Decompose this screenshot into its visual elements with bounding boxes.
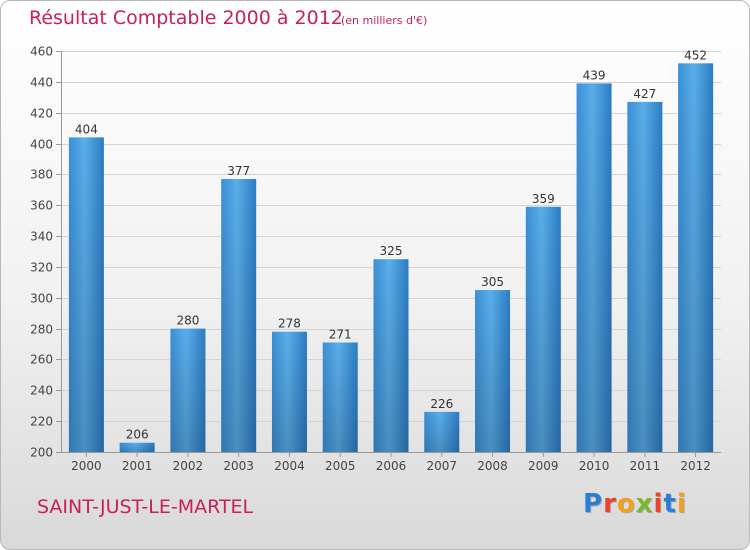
logo-letter: i — [653, 489, 664, 519]
data-label-2008: 305 — [481, 275, 504, 289]
x-tick-label-2005: 2005 — [325, 459, 356, 473]
y-tick-label: 240 — [30, 384, 53, 398]
bar-shade-2007 — [424, 411, 460, 452]
x-axis-ticks: 2000 2001 2002 2003 2004 2005 2006 2007 2008 2009… — [71, 452, 711, 473]
logo-letter: x — [635, 489, 654, 519]
data-label-2010: 439 — [583, 68, 606, 82]
data-label-2006: 325 — [380, 244, 403, 258]
x-tick-label-2001: 2001 — [122, 459, 153, 473]
bar-shade-2009 — [525, 206, 561, 452]
y-tick-label: 400 — [30, 138, 53, 152]
y-axis-ticks: 200 220 240 260 280 300 320 340 360 380 400 420 440 4… — [30, 45, 61, 460]
x-tick-label-2011: 2011 — [630, 459, 661, 473]
y-tick-label: 280 — [30, 323, 53, 337]
x-tick-label-2008: 2008 — [477, 459, 508, 473]
proxiti-logo: Proxiti — [583, 489, 687, 519]
y-tick-label: 360 — [30, 199, 53, 213]
y-tick-label: 220 — [30, 415, 53, 429]
data-label-2002: 280 — [176, 314, 199, 328]
data-label-2001: 206 — [126, 428, 149, 442]
x-tick-label-2006: 2006 — [376, 459, 407, 473]
bar-shade-2004 — [271, 331, 307, 452]
y-tick-label: 300 — [30, 292, 53, 306]
bar-shade-2012 — [678, 63, 714, 452]
bar-shade-2011 — [627, 101, 663, 453]
logo-letter: P — [583, 489, 604, 519]
x-tick-label-2002: 2002 — [173, 459, 204, 473]
logo-letter: r — [603, 489, 617, 519]
data-label-2007: 226 — [430, 397, 453, 411]
y-tick-label: 340 — [30, 230, 53, 244]
y-tick-label: 260 — [30, 353, 53, 367]
x-tick-label-2003: 2003 — [223, 459, 254, 473]
x-tick-label-2010: 2010 — [579, 459, 610, 473]
chart-subtitle: (en milliers d'€) — [341, 14, 428, 27]
data-label-2005: 271 — [329, 327, 352, 341]
bar-shade-2001 — [119, 442, 155, 452]
bar-shade-2008 — [475, 290, 511, 452]
logo-letter: o — [616, 489, 636, 519]
bar-shade-2003 — [221, 179, 257, 452]
logo-letter: i — [676, 489, 687, 519]
x-tick-label-2007: 2007 — [426, 459, 457, 473]
x-tick-label-2009: 2009 — [528, 459, 559, 473]
bar-shade-2005 — [322, 342, 358, 452]
bar-shade-2002 — [170, 328, 206, 452]
bars — [68, 63, 714, 453]
data-label-2000: 404 — [75, 122, 98, 136]
data-label-2009: 359 — [532, 192, 555, 206]
y-tick-label: 440 — [30, 76, 53, 90]
commune-name: SAINT-JUST-LE-MARTEL — [37, 496, 254, 518]
x-tick-label-2000: 2000 — [71, 459, 102, 473]
y-tick-label: 460 — [30, 45, 53, 59]
bar-shade-2010 — [576, 83, 612, 452]
bar-shade-2006 — [373, 259, 409, 452]
logo-letter: t — [663, 489, 677, 519]
y-tick-label: 420 — [30, 107, 53, 121]
y-tick-label: 320 — [30, 261, 53, 275]
x-tick-label-2012: 2012 — [680, 459, 711, 473]
y-tick-label: 200 — [30, 446, 53, 460]
data-label-2003: 377 — [227, 164, 250, 178]
chart-title: Résultat Comptable 2000 à 2012 — [29, 7, 343, 29]
y-tick-label: 380 — [30, 168, 53, 182]
data-label-2011: 427 — [633, 87, 656, 101]
data-label-2004: 278 — [278, 317, 301, 331]
data-labels: 404 206 280 377 278 271 325 226 305 359 439 427 452 — [75, 48, 707, 441]
bar-shade-2000 — [68, 137, 104, 452]
x-tick-label-2004: 2004 — [274, 459, 305, 473]
data-label-2012: 452 — [684, 48, 707, 62]
